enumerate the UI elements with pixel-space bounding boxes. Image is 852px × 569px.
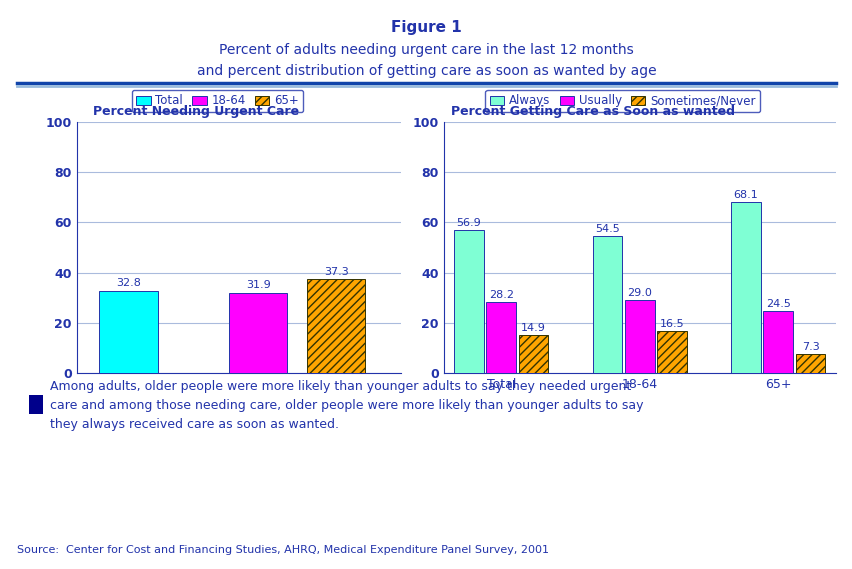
Bar	[592, 236, 622, 373]
Text: Percent Getting Care as Soon as wanted: Percent Getting Care as Soon as wanted	[451, 105, 734, 118]
Text: 31.9: 31.9	[245, 281, 270, 290]
Bar	[730, 202, 760, 373]
Text: 16.5: 16.5	[659, 319, 683, 329]
Bar	[763, 311, 792, 373]
Legend: Total, 18-64, 65+: Total, 18-64, 65+	[131, 90, 303, 112]
Text: Figure 1: Figure 1	[391, 20, 461, 35]
Bar	[29, 395, 43, 414]
Bar	[453, 230, 483, 373]
Text: and percent distribution of getting care as soon as wanted by age: and percent distribution of getting care…	[197, 64, 655, 78]
Text: 32.8: 32.8	[116, 278, 141, 288]
Legend: Always, Usually, Sometimes/Never: Always, Usually, Sometimes/Never	[485, 90, 759, 112]
Bar	[100, 291, 158, 373]
Bar	[518, 335, 548, 373]
Text: 54.5: 54.5	[595, 224, 619, 234]
Text: 24.5: 24.5	[765, 299, 790, 310]
Text: Among adults, older people were more likely than younger adults to say they need: Among adults, older people were more lik…	[50, 380, 642, 431]
Text: Source:  Center for Cost and Financing Studies, AHRQ, Medical Expenditure Panel : Source: Center for Cost and Financing St…	[17, 545, 549, 555]
Bar	[229, 293, 287, 373]
Text: 68.1: 68.1	[733, 190, 757, 200]
Text: Percent Needing Urgent Care: Percent Needing Urgent Care	[93, 105, 299, 118]
Bar	[656, 331, 686, 373]
Bar	[307, 279, 365, 373]
Text: 7.3: 7.3	[801, 343, 819, 352]
Bar	[795, 354, 825, 373]
Text: Percent of adults needing urgent care in the last 12 months: Percent of adults needing urgent care in…	[219, 43, 633, 57]
Text: 37.3: 37.3	[323, 267, 348, 277]
Bar	[486, 302, 515, 373]
Text: 14.9: 14.9	[521, 323, 545, 333]
Bar	[625, 300, 653, 373]
Text: 29.0: 29.0	[626, 288, 652, 298]
Text: 56.9: 56.9	[456, 218, 481, 228]
Text: 28.2: 28.2	[488, 290, 513, 300]
